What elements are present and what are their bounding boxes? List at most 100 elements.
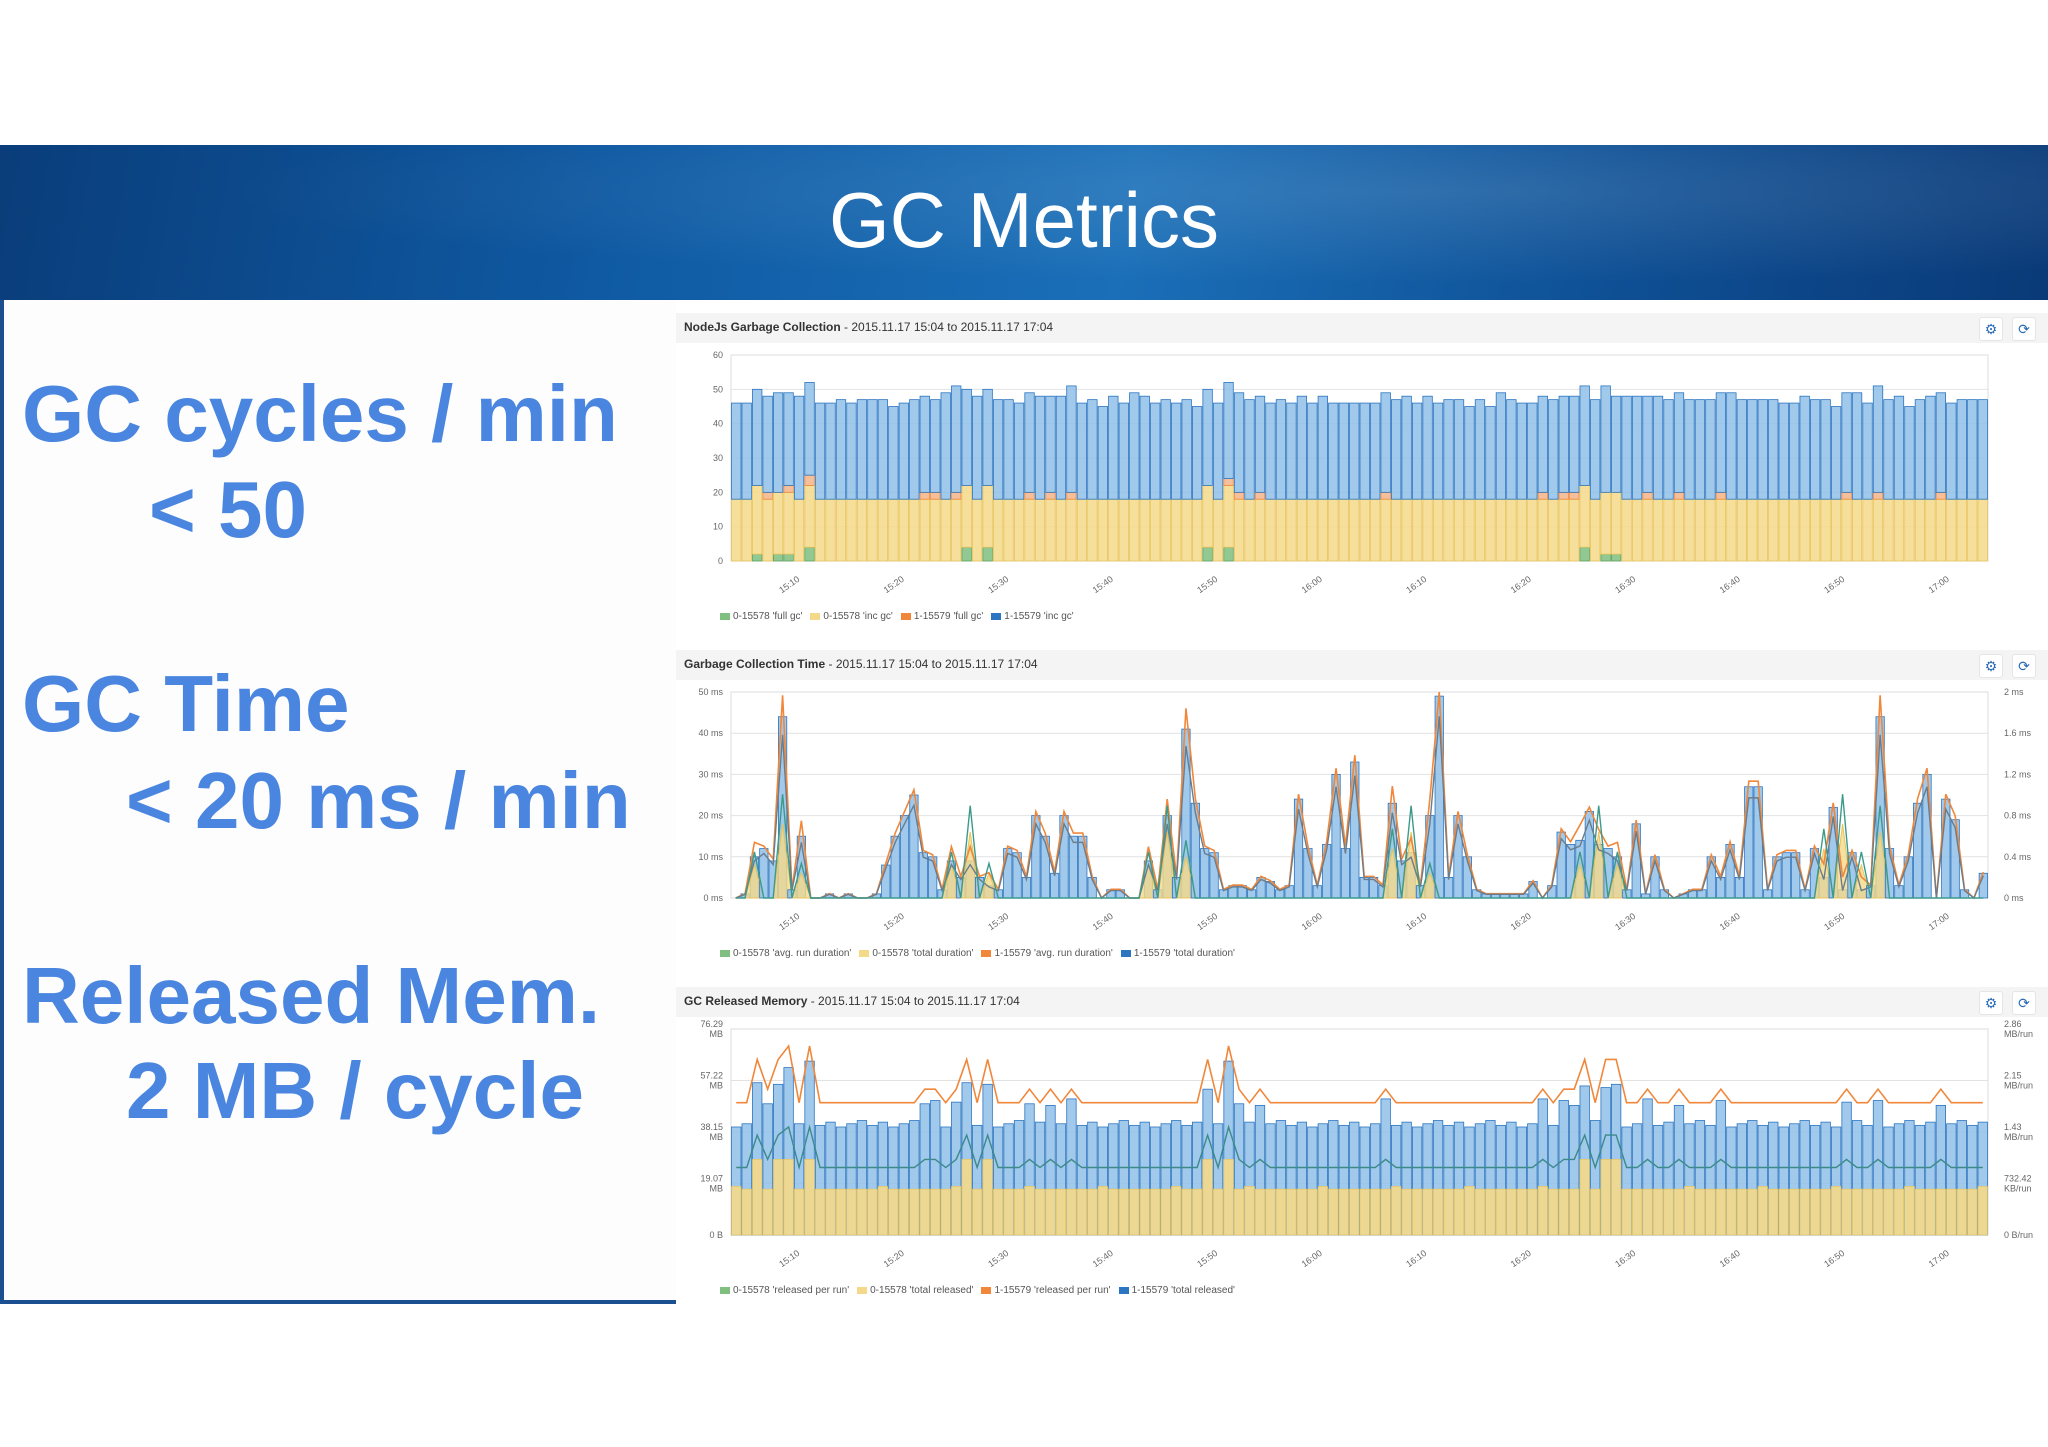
legend-label: 0-15578 'released per run' — [733, 1285, 850, 1296]
refresh-icon: ⟳ — [2018, 995, 2030, 1011]
svg-text:0 ms: 0 ms — [2004, 893, 2024, 903]
svg-text:38.15: 38.15 — [700, 1122, 723, 1132]
svg-text:732.42: 732.42 — [2004, 1174, 2032, 1184]
legend-label: 0-15578 'full gc' — [733, 611, 803, 622]
refresh-button[interactable]: ⟳ — [2012, 991, 2036, 1015]
legend-item[interactable]: 0-15578 'released per run' — [720, 1285, 849, 1296]
svg-text:16:20: 16:20 — [1509, 574, 1533, 595]
settings-button[interactable]: ⚙ — [1979, 654, 2003, 678]
svg-text:16:10: 16:10 — [1404, 911, 1428, 932]
legend-item[interactable]: 1-15579 'full gc' — [900, 611, 984, 622]
legend-label: 0-15578 'total released' — [870, 1285, 974, 1296]
svg-text:19.07: 19.07 — [700, 1174, 723, 1184]
svg-text:2.15: 2.15 — [2004, 1071, 2022, 1081]
legend-swatch-icon — [1118, 1286, 1129, 1294]
svg-text:15:50: 15:50 — [1195, 911, 1219, 932]
legend-item[interactable]: 0-15578 'total released' — [857, 1285, 973, 1296]
svg-text:16:50: 16:50 — [1822, 1248, 1846, 1269]
svg-text:40 ms: 40 ms — [698, 728, 723, 738]
svg-text:16:20: 16:20 — [1509, 1248, 1533, 1269]
svg-text:2.86: 2.86 — [2004, 1019, 2022, 1029]
gc-count-chart: 0 10 20 30 40 50 60 15:10 15:20 15:30 15:40 15:50 16… — [713, 350, 1989, 595]
gear-icon: ⚙ — [1984, 321, 1998, 337]
svg-text:16:50: 16:50 — [1822, 911, 1846, 932]
metric-target-gc-cycles: < 50 — [149, 465, 307, 554]
legend-item[interactable]: 0-15578 'inc gc' — [810, 611, 893, 622]
svg-text:MB: MB — [710, 1081, 724, 1091]
svg-text:16:30: 16:30 — [1613, 574, 1637, 595]
refresh-button[interactable]: ⟳ — [2012, 654, 2036, 678]
legend-swatch-icon — [720, 612, 730, 620]
svg-text:16:10: 16:10 — [1404, 574, 1428, 595]
legend-item[interactable]: 1-15579 'total duration' — [1120, 948, 1235, 959]
legend-label: 1-15579 'total released' — [1131, 1285, 1235, 1296]
svg-text:1.2 ms: 1.2 ms — [2004, 769, 2032, 779]
legend-swatch-icon — [991, 612, 1002, 620]
svg-text:15:10: 15:10 — [777, 574, 801, 595]
panel-date-range: - 2015.11.17 15:04 to 2015.11.17 17:04 — [825, 657, 1038, 671]
svg-text:17:00: 17:00 — [1927, 1248, 1951, 1269]
refresh-icon: ⟳ — [2018, 658, 2030, 674]
settings-button[interactable]: ⚙ — [1979, 317, 2003, 341]
svg-text:0 B: 0 B — [709, 1230, 723, 1240]
svg-text:15:50: 15:50 — [1195, 1248, 1219, 1269]
svg-text:MB: MB — [710, 1029, 724, 1039]
chart-legend: 0-15578 'released per run' 0-15578 'total… — [720, 1285, 1243, 1296]
chart-legend: 0-15578 'full gc' 0-15578 'inc gc' 1-15579… — [720, 611, 1082, 622]
legend-swatch-icon — [900, 612, 911, 620]
svg-text:50 ms: 50 ms — [698, 687, 723, 697]
svg-text:16:30: 16:30 — [1613, 911, 1637, 932]
metric-target-released-mem: 2 MB / cycle — [126, 1046, 585, 1135]
svg-text:MB/run: MB/run — [2004, 1081, 2033, 1091]
panel-title: GC Released Memory — [684, 994, 808, 1008]
refresh-button[interactable]: ⟳ — [2012, 317, 2036, 341]
legend-swatch-icon — [720, 949, 730, 957]
svg-text:16:40: 16:40 — [1718, 911, 1742, 932]
svg-text:1.43: 1.43 — [2004, 1122, 2022, 1132]
panel-title: Garbage Collection Time — [684, 657, 826, 671]
svg-text:17:00: 17:00 — [1927, 911, 1951, 932]
svg-text:15:50: 15:50 — [1195, 574, 1219, 595]
svg-text:15:20: 15:20 — [882, 911, 906, 932]
legend-item[interactable]: 0-15578 'avg. run duration' — [720, 948, 851, 959]
svg-text:17:00: 17:00 — [1927, 574, 1951, 595]
svg-text:15:10: 15:10 — [777, 911, 801, 932]
settings-button[interactable]: ⚙ — [1979, 991, 2003, 1015]
gear-icon: ⚙ — [1984, 995, 1998, 1011]
svg-text:10 ms: 10 ms — [698, 852, 723, 862]
legend-swatch-icon — [857, 1286, 868, 1294]
svg-text:10: 10 — [713, 522, 723, 532]
title-banner — [0, 145, 2048, 300]
refresh-icon: ⟳ — [2018, 321, 2030, 337]
legend-label: 0-15578 'inc gc' — [823, 611, 893, 622]
legend-label: 0-15578 'total duration' — [872, 948, 974, 959]
svg-text:16:00: 16:00 — [1300, 574, 1324, 595]
legend-item[interactable]: 0-15578 'total duration' — [859, 948, 973, 959]
svg-text:0: 0 — [718, 556, 723, 566]
legend-item[interactable]: 1-15579 'total released' — [1118, 1285, 1235, 1296]
gear-icon: ⚙ — [1984, 658, 1998, 674]
legend-swatch-icon — [810, 612, 821, 620]
legend-label: 1-15579 'full gc' — [913, 611, 984, 622]
legend-swatch-icon — [1120, 949, 1131, 957]
svg-text:15:30: 15:30 — [986, 1248, 1010, 1269]
svg-text:15:40: 15:40 — [1091, 574, 1115, 595]
panel-date-range: - 2015.11.17 15:04 to 2015.11.17 17:04 — [840, 320, 1054, 334]
metric-label-released-mem: Released Mem. — [22, 951, 601, 1040]
legend-swatch-icon — [981, 1286, 992, 1294]
legend-swatch-icon — [720, 1286, 730, 1294]
legend-item[interactable]: 1-15579 'inc gc' — [991, 611, 1074, 622]
svg-text:15:10: 15:10 — [777, 1248, 801, 1269]
legend-item[interactable]: 1-15579 'released per run' — [981, 1285, 1111, 1296]
svg-text:60: 60 — [713, 350, 723, 360]
panel-header: GC Released Memory - 2015.11.17 15:04 to… — [676, 987, 2048, 1017]
legend-item[interactable]: 1-15579 'avg. run duration' — [981, 948, 1113, 959]
legend-item[interactable]: 0-15578 'full gc' — [720, 611, 802, 622]
legend-label: 1-15579 'total duration' — [1133, 948, 1235, 959]
svg-text:MB: MB — [710, 1132, 724, 1142]
svg-text:76.29: 76.29 — [700, 1019, 723, 1029]
svg-text:0 B/run: 0 B/run — [2004, 1230, 2033, 1240]
metrics-panel: GC cycles / min < 50 GC Time < 20 ms / m… — [0, 300, 676, 1304]
panel-header: Garbage Collection Time - 2015.11.17 15:… — [676, 650, 2048, 680]
